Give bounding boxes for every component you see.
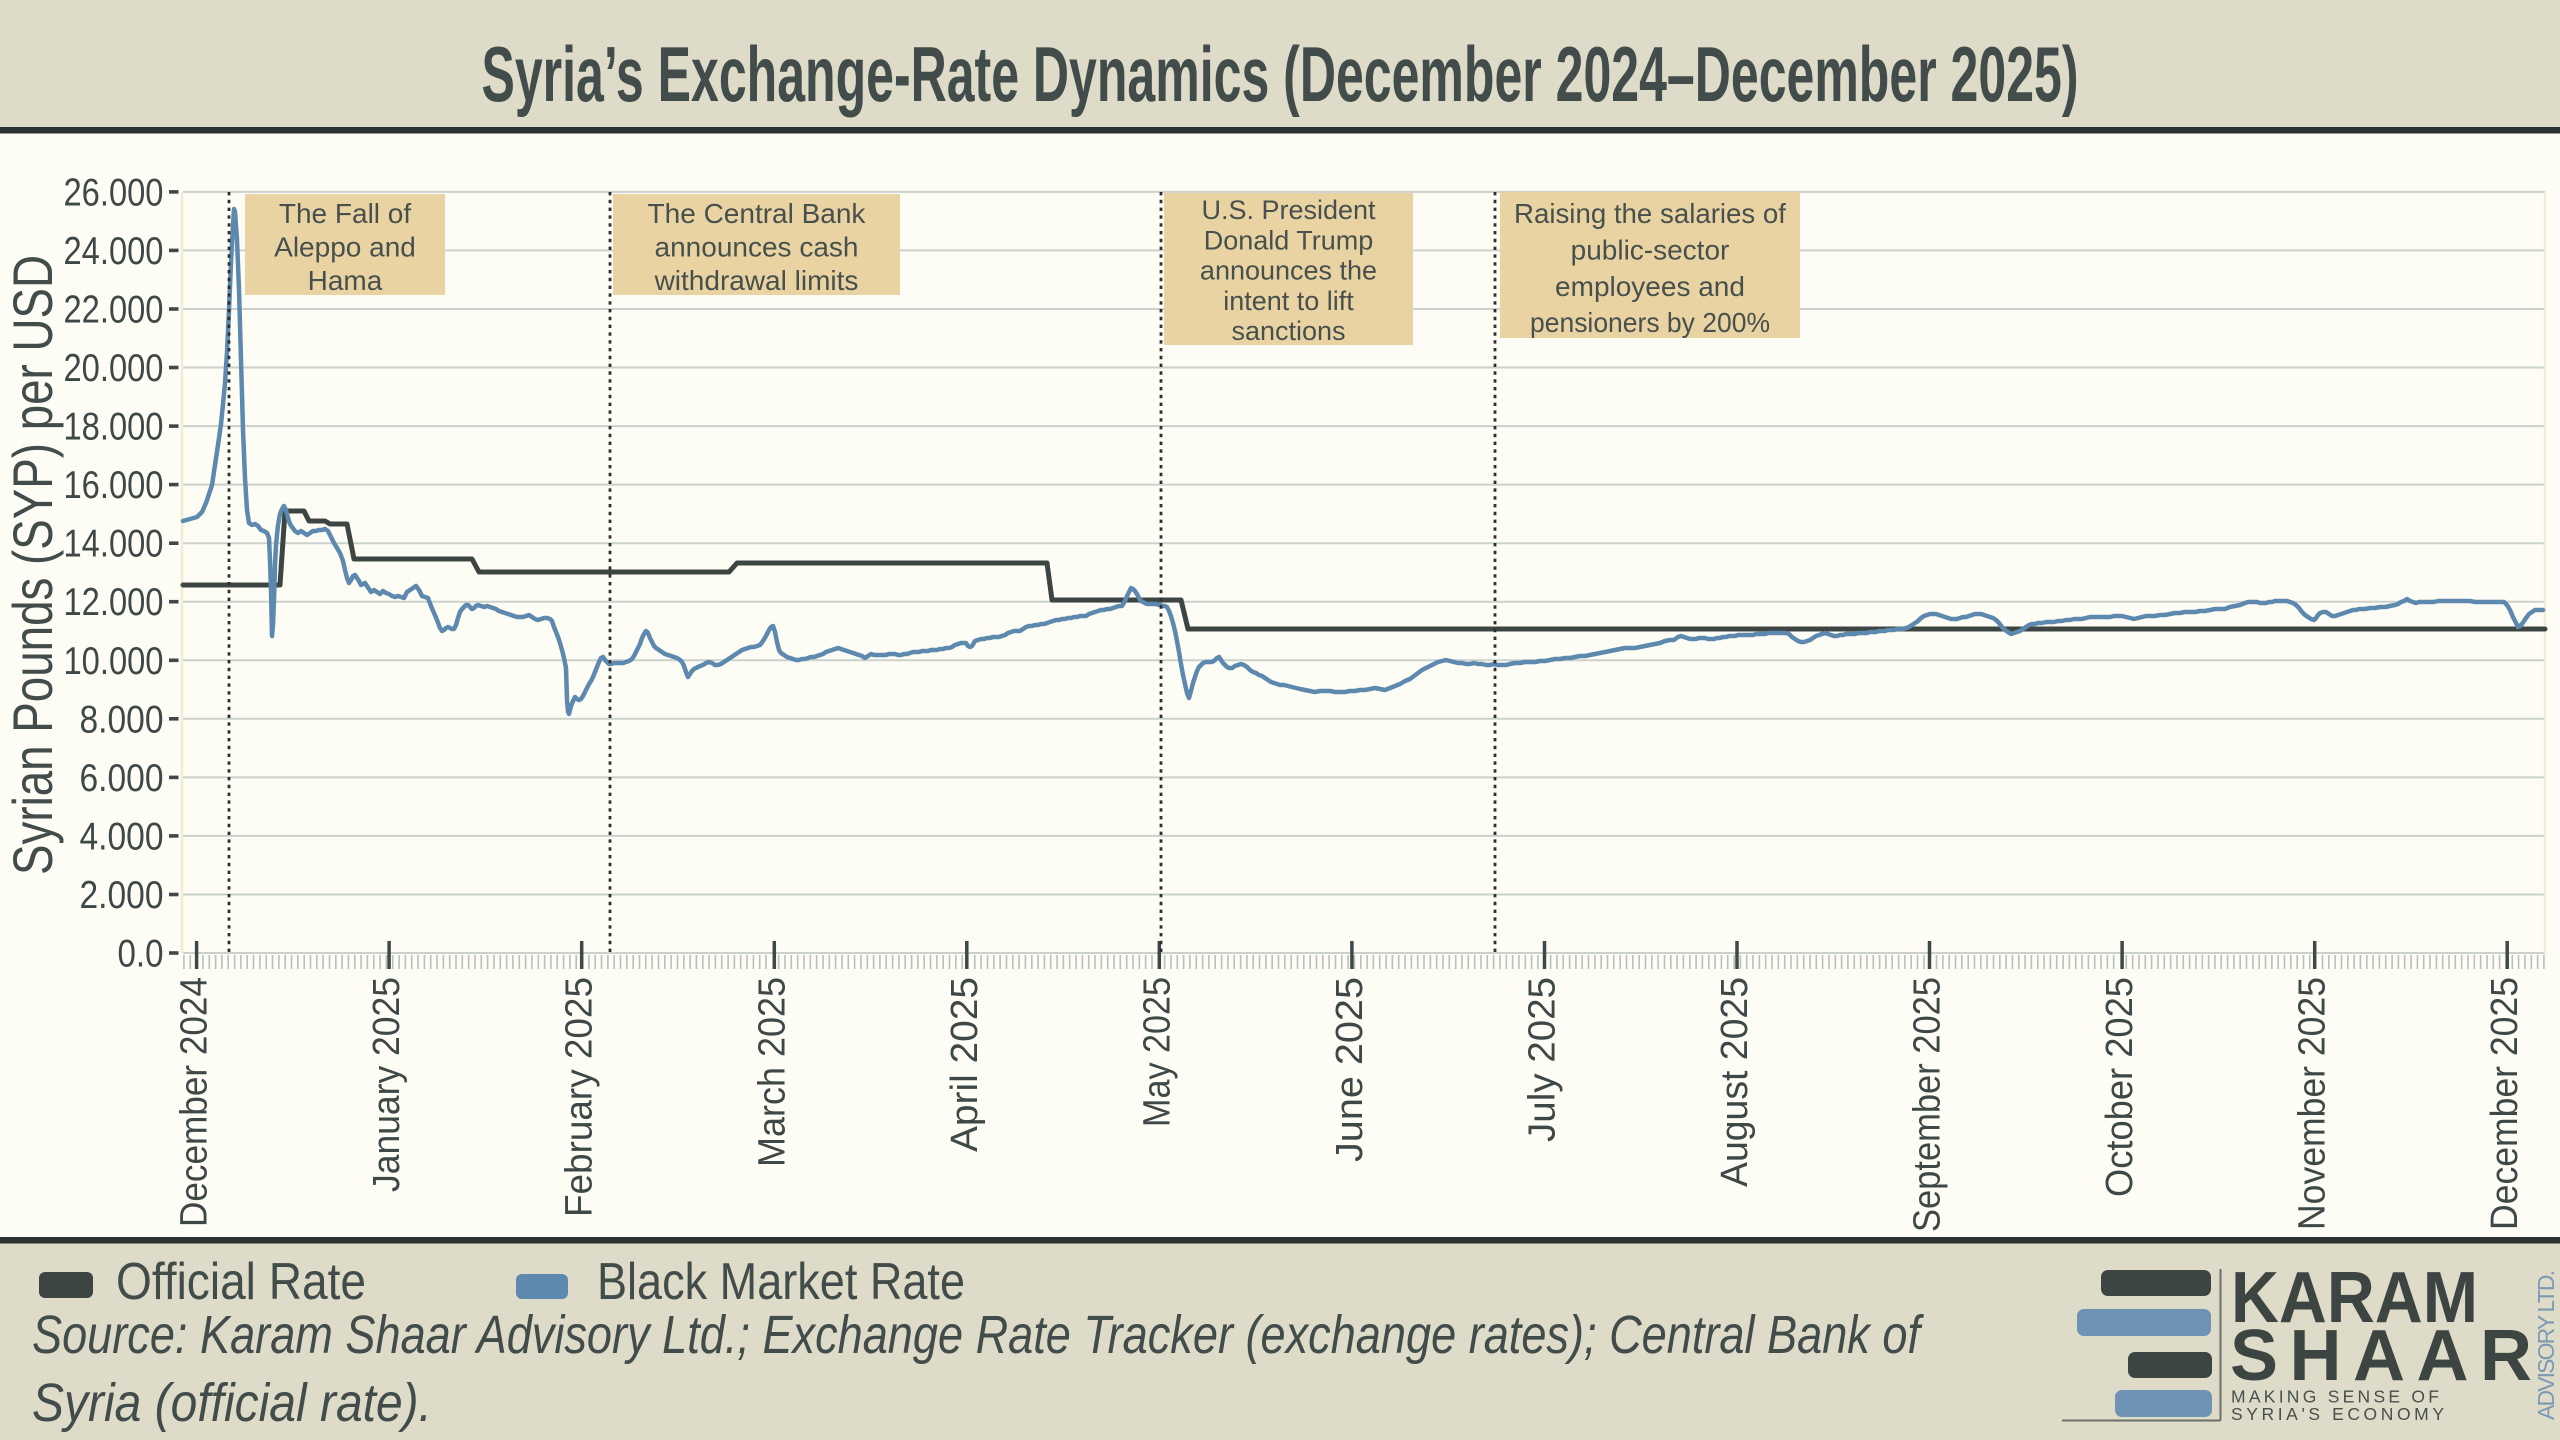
svg-text:18.000: 18.000 [64,406,164,449]
svg-text:Aleppo and: Aleppo and [274,232,416,263]
svg-text:26.000: 26.000 [64,171,164,214]
svg-text:May 2025: May 2025 [1136,977,1178,1127]
svg-text:The Fall of: The Fall of [279,198,411,229]
svg-text:The Central Bank: The Central Bank [648,198,867,229]
svg-text:December 2024: December 2024 [174,977,216,1227]
svg-text:4.000: 4.000 [80,815,164,858]
svg-text:16.000: 16.000 [64,464,164,507]
svg-text:Hama: Hama [308,265,383,296]
svg-text:public-sector: public-sector [1571,234,1730,265]
svg-text:announces cash: announces cash [655,232,859,263]
svg-text:24.000: 24.000 [64,230,164,273]
svg-text:withdrawal limits: withdrawal limits [654,265,859,296]
svg-text:SHAAR: SHAAR [2230,1316,2532,1396]
svg-text:pensioners by 200%: pensioners by 200% [1530,307,1770,338]
svg-text:Raising the salaries of: Raising the salaries of [1514,198,1786,229]
svg-text:sanctions: sanctions [1231,316,1345,346]
svg-text:employees and: employees and [1555,271,1745,302]
svg-text:Donald Trump: Donald Trump [1204,225,1374,255]
svg-text:Black Market Rate: Black Market Rate [597,1253,965,1311]
svg-text:September 2025: September 2025 [1907,977,1949,1232]
svg-text:20.000: 20.000 [64,347,164,390]
svg-text:Official Rate: Official Rate [116,1253,366,1311]
svg-text:December 2025: December 2025 [2484,977,2526,1230]
svg-text:July 2025: July 2025 [1522,977,1564,1142]
svg-text:March 2025: March 2025 [751,977,793,1167]
svg-text:14.000: 14.000 [64,523,164,566]
svg-text:November 2025: November 2025 [2292,977,2334,1230]
svg-text:0.0: 0.0 [118,933,164,976]
svg-text:KARAM: KARAM [2231,1258,2478,1338]
svg-text:February 2025: February 2025 [559,977,601,1217]
svg-text:Source: Karam Shaar Advisory L: Source: Karam Shaar Advisory Ltd.; Excha… [32,1305,1924,1365]
svg-text:6.000: 6.000 [80,757,164,800]
svg-text:Syrian Pounds (SYP) per USD: Syrian Pounds (SYP) per USD [1,255,64,875]
svg-text:22.000: 22.000 [64,289,164,332]
svg-text:10.000: 10.000 [64,640,164,683]
svg-text:U.S. President: U.S. President [1201,195,1376,225]
svg-text:Syria (official rate).: Syria (official rate). [32,1373,432,1433]
svg-text:June 2025: June 2025 [1329,977,1371,1162]
svg-text:8.000: 8.000 [80,698,164,741]
svg-text:ADVISORY LTD.: ADVISORY LTD. [2533,1270,2559,1420]
svg-text:12.000: 12.000 [64,581,164,624]
svg-text:Syria’s Exchange-Rate Dynamics: Syria’s Exchange-Rate Dynamics (December… [482,30,2079,118]
svg-text:October 2025: October 2025 [2099,977,2141,1197]
svg-text:2.000: 2.000 [80,874,164,917]
svg-text:January 2025: January 2025 [366,977,408,1192]
svg-text:intent to lift: intent to lift [1223,286,1354,316]
svg-text:August 2025: August 2025 [1714,977,1756,1187]
svg-text:announces the: announces the [1200,256,1377,286]
svg-text:April 2025: April 2025 [944,977,986,1152]
